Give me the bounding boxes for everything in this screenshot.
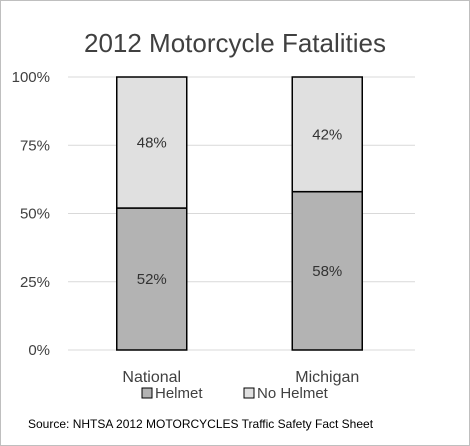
y-tick-label: 100%	[12, 69, 50, 86]
data-label: 48%	[137, 135, 167, 152]
data-label: 52%	[137, 271, 167, 288]
legend-label: Helmet	[155, 385, 203, 402]
y-tick-label: 75%	[20, 137, 50, 154]
source-note: Source: NHTSA 2012 MOTORCYCLES Traffic S…	[28, 417, 374, 431]
bar-segment	[291, 76, 363, 193]
legend-swatch	[141, 387, 153, 399]
x-category-label: Michigan	[295, 369, 359, 386]
x-category-label: National	[122, 369, 181, 386]
y-tick-label: 25%	[20, 274, 50, 291]
data-label: 42%	[312, 126, 342, 143]
y-tick-label: 0%	[28, 342, 50, 359]
bar-segment	[116, 76, 188, 209]
bar-segment	[116, 207, 188, 351]
data-label: 58%	[312, 263, 342, 280]
legend-label: No Helmet	[257, 385, 329, 402]
chart-title: 2012 Motorcycle Fatalities	[84, 28, 386, 58]
y-tick-label: 50%	[20, 206, 50, 223]
legend-swatch	[243, 387, 255, 399]
